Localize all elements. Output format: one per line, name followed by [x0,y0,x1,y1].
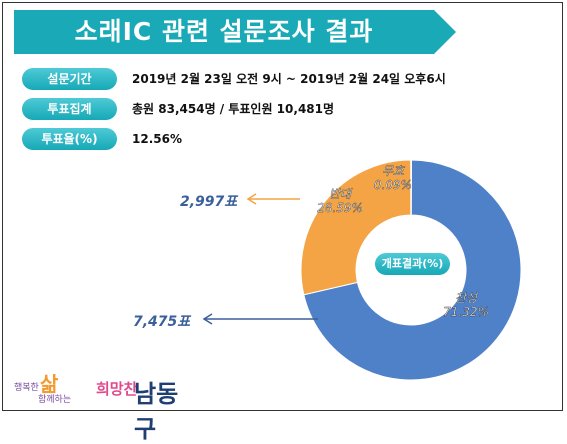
arrow-for-head [202,313,213,325]
slice-label-0: 찬성 [455,291,479,305]
logo-text-namdong: 남동구 [134,380,179,443]
namdong-logo: 행복한 삶 함께하는 희망찬 남동구 [14,368,194,443]
logo-text-hope: 희망찬 [96,380,138,398]
title-banner: 소래IC 관련 설문조사 결과 [14,10,456,54]
info-value-count: 총원 83,454명 / 투표인원 10,481명 [132,102,335,116]
slice-value-2: 0.09% [374,178,412,192]
slice-label-2: 무효 [382,164,405,178]
center-label: 개표결과(%) [375,253,450,275]
logo-text-happy: 행복한 [14,383,39,393]
slice-value-1: 28.59% [317,201,363,215]
votes-for: 7,475표 [133,314,191,330]
slice-value-0: 71.32% [443,305,489,319]
slice-1 [300,159,412,296]
info-value-rate: 12.56% [132,132,182,146]
banner-arrow-shape [14,10,456,54]
info-label-period: 설문기간 [22,68,117,90]
page-title: 소래IC 관련 설문조사 결과 [74,17,374,46]
info-label-count: 투표집계 [22,98,117,120]
arrow-against-head [246,193,257,205]
slice-2 [410,159,412,216]
logo-text-together: 함께하는 [38,395,72,405]
slide-frame [2,2,563,411]
logo-text-sal: 삶 [40,372,59,396]
slice-label-1: 반대 [329,187,353,201]
info-label-rate: 투표율(%) [22,128,117,150]
info-value-period: 2019년 2월 23일 오전 9시 ~ 2019년 2월 24일 오후6시 [132,72,446,86]
slice-0 [303,159,522,381]
votes-against: 2,997표 [180,194,238,210]
